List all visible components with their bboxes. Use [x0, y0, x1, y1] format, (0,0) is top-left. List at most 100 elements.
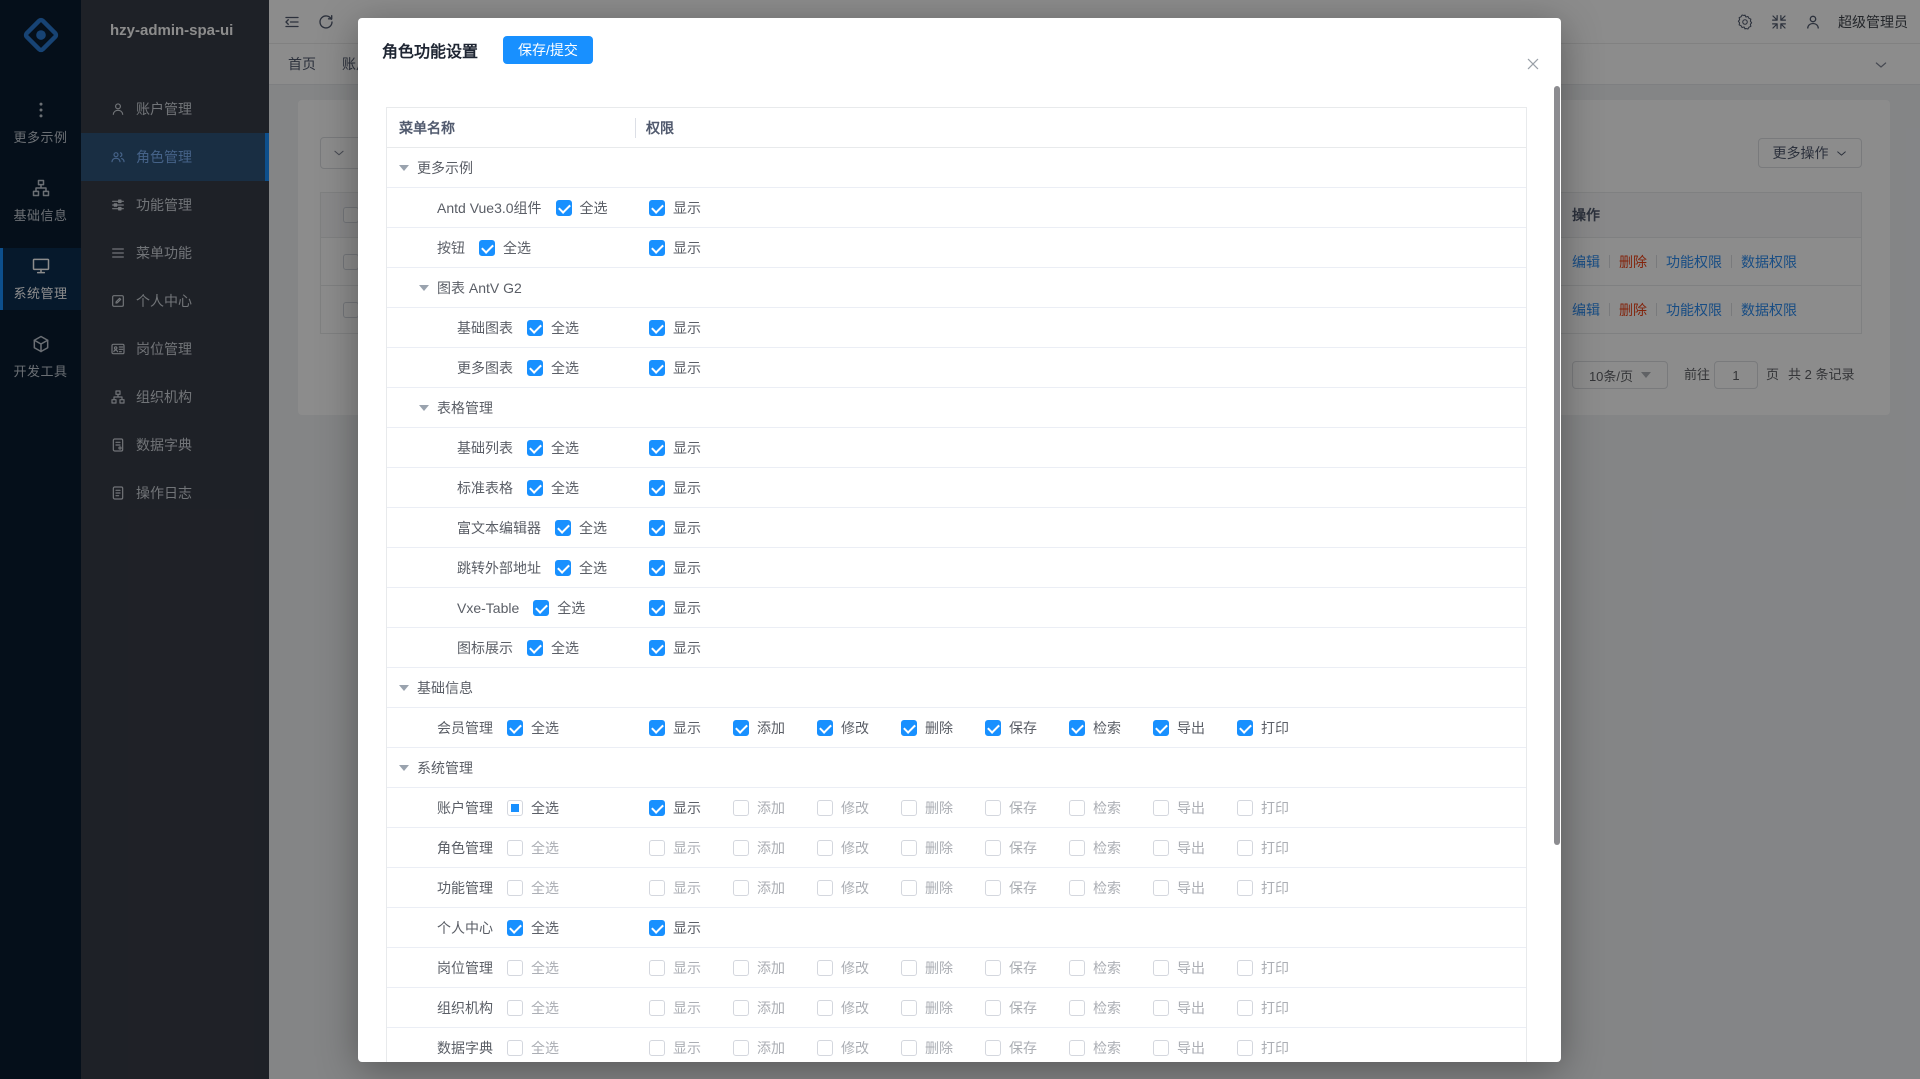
perm-checkbox[interactable]	[817, 719, 833, 736]
refresh-icon[interactable]	[317, 13, 335, 31]
sidebar-item-post[interactable]: 岗位管理	[81, 325, 269, 373]
perm-checkbox[interactable]	[1237, 1039, 1253, 1056]
caret-down-icon[interactable]	[419, 404, 429, 411]
caret-down-icon[interactable]	[399, 684, 409, 691]
rail-item-base-info[interactable]: 基础信息	[0, 170, 81, 232]
perm-checkbox[interactable]	[817, 959, 833, 976]
modal-close-icon[interactable]	[1525, 56, 1541, 72]
sidebar-item-orgs[interactable]: 组织机构	[81, 373, 269, 421]
select-all-checkbox[interactable]	[527, 639, 543, 656]
perm-checkbox[interactable]	[985, 839, 1001, 856]
perm-checkbox[interactable]	[649, 999, 665, 1016]
select-all-checkbox[interactable]	[555, 199, 572, 216]
select-all-checkbox[interactable]	[527, 319, 543, 336]
perm-checkbox[interactable]	[985, 719, 1001, 736]
perm-checkbox[interactable]	[649, 479, 665, 496]
user-avatar-icon[interactable]	[1804, 13, 1822, 31]
sidebar-item-account[interactable]: 账户管理	[81, 85, 269, 133]
perm-checkbox[interactable]	[1069, 799, 1085, 816]
perm-checkbox[interactable]	[985, 879, 1001, 896]
perm-checkbox[interactable]	[901, 879, 917, 896]
more-actions-button[interactable]: 更多操作	[1758, 138, 1862, 168]
perm-checkbox[interactable]	[649, 799, 665, 816]
select-all-checkbox[interactable]	[507, 959, 523, 976]
perm-checkbox[interactable]	[1237, 999, 1253, 1016]
action-danger-link[interactable]: 删除	[1619, 301, 1647, 318]
sidebar-item-role[interactable]: 角色管理	[81, 133, 269, 181]
perm-checkbox[interactable]	[817, 1039, 833, 1056]
action-link-link[interactable]: 数据权限	[1741, 301, 1797, 318]
sidebar-item-dict[interactable]: 数据字典	[81, 421, 269, 469]
perm-checkbox[interactable]	[649, 519, 665, 536]
perm-checkbox[interactable]	[1069, 839, 1085, 856]
tab-1[interactable]: 账户管理	[342, 56, 360, 72]
perm-checkbox[interactable]	[985, 1039, 1001, 1056]
modal-scrollbar[interactable]	[1554, 86, 1560, 845]
select-all-checkbox[interactable]	[533, 599, 550, 616]
perm-checkbox[interactable]	[649, 959, 665, 976]
perm-checkbox[interactable]	[649, 719, 665, 736]
perm-checkbox[interactable]	[649, 879, 665, 896]
perm-checkbox[interactable]	[1153, 839, 1169, 856]
perm-checkbox[interactable]	[817, 799, 833, 816]
perm-checkbox[interactable]	[1153, 999, 1169, 1016]
perm-checkbox[interactable]	[985, 999, 1001, 1016]
perm-checkbox[interactable]	[901, 839, 917, 856]
perm-checkbox[interactable]	[733, 799, 749, 816]
page-size-select[interactable]: 10条/页	[1572, 361, 1668, 389]
perm-checkbox[interactable]	[1069, 1039, 1085, 1056]
perm-checkbox[interactable]	[1153, 799, 1169, 816]
perm-checkbox[interactable]	[1153, 879, 1169, 896]
perm-checkbox[interactable]	[1237, 959, 1253, 976]
menu-fold-icon[interactable]	[283, 13, 301, 31]
perm-checkbox[interactable]	[649, 319, 665, 336]
perm-checkbox[interactable]	[1237, 879, 1253, 896]
select-all-checkbox[interactable]	[507, 879, 523, 896]
action-link-link[interactable]: 编辑	[1572, 253, 1600, 270]
perm-checkbox[interactable]	[733, 879, 749, 896]
select-all-checkbox[interactable]	[507, 799, 523, 816]
action-link-link[interactable]: 功能权限	[1666, 301, 1722, 318]
select-all-checkbox[interactable]	[507, 839, 523, 856]
perm-checkbox[interactable]	[733, 839, 749, 856]
save-submit-button[interactable]: 保存/提交	[503, 36, 593, 64]
caret-down-icon[interactable]	[419, 284, 429, 291]
tab-0[interactable]: 首页	[288, 56, 316, 72]
perm-checkbox[interactable]	[817, 879, 833, 896]
rail-item-system-manage[interactable]: 系统管理	[0, 248, 81, 310]
select-all-checkbox[interactable]	[527, 479, 543, 496]
perm-checkbox[interactable]	[649, 1039, 665, 1056]
perm-checkbox[interactable]	[1153, 719, 1169, 736]
perm-checkbox[interactable]	[649, 559, 665, 576]
perm-checkbox[interactable]	[817, 839, 833, 856]
perm-checkbox[interactable]	[649, 599, 665, 616]
app-logo-icon[interactable]	[0, 0, 81, 70]
username[interactable]: 超级管理员	[1838, 13, 1908, 30]
perm-checkbox[interactable]	[1237, 799, 1253, 816]
perm-checkbox[interactable]	[649, 199, 665, 216]
action-link-link[interactable]: 功能权限	[1666, 253, 1722, 270]
perm-checkbox[interactable]	[649, 919, 665, 936]
sidebar-item-oplog[interactable]: 操作日志	[81, 469, 269, 517]
perm-checkbox[interactable]	[1237, 839, 1253, 856]
perm-checkbox[interactable]	[985, 799, 1001, 816]
caret-down-icon[interactable]	[399, 764, 409, 771]
rail-item-dev-tools[interactable]: 开发工具	[0, 326, 81, 388]
perm-checkbox[interactable]	[901, 799, 917, 816]
settings-gear-icon[interactable]	[1736, 13, 1754, 31]
caret-down-icon[interactable]	[399, 164, 409, 171]
action-danger-link[interactable]: 删除	[1619, 253, 1647, 270]
select-all-checkbox[interactable]	[527, 439, 543, 456]
perm-checkbox[interactable]	[1069, 959, 1085, 976]
perm-checkbox[interactable]	[901, 1039, 917, 1056]
select-all-checkbox[interactable]	[479, 239, 495, 256]
perm-checkbox[interactable]	[901, 959, 917, 976]
perm-checkbox[interactable]	[733, 719, 749, 736]
sidebar-item-personal[interactable]: 个人中心	[81, 277, 269, 325]
perm-checkbox[interactable]	[985, 959, 1001, 976]
perm-checkbox[interactable]	[649, 439, 665, 456]
select-all-checkbox[interactable]	[507, 919, 523, 936]
select-all-checkbox[interactable]	[507, 1039, 523, 1056]
perm-checkbox[interactable]	[901, 719, 917, 736]
sidebar-item-menu-func[interactable]: 菜单功能	[81, 229, 269, 277]
